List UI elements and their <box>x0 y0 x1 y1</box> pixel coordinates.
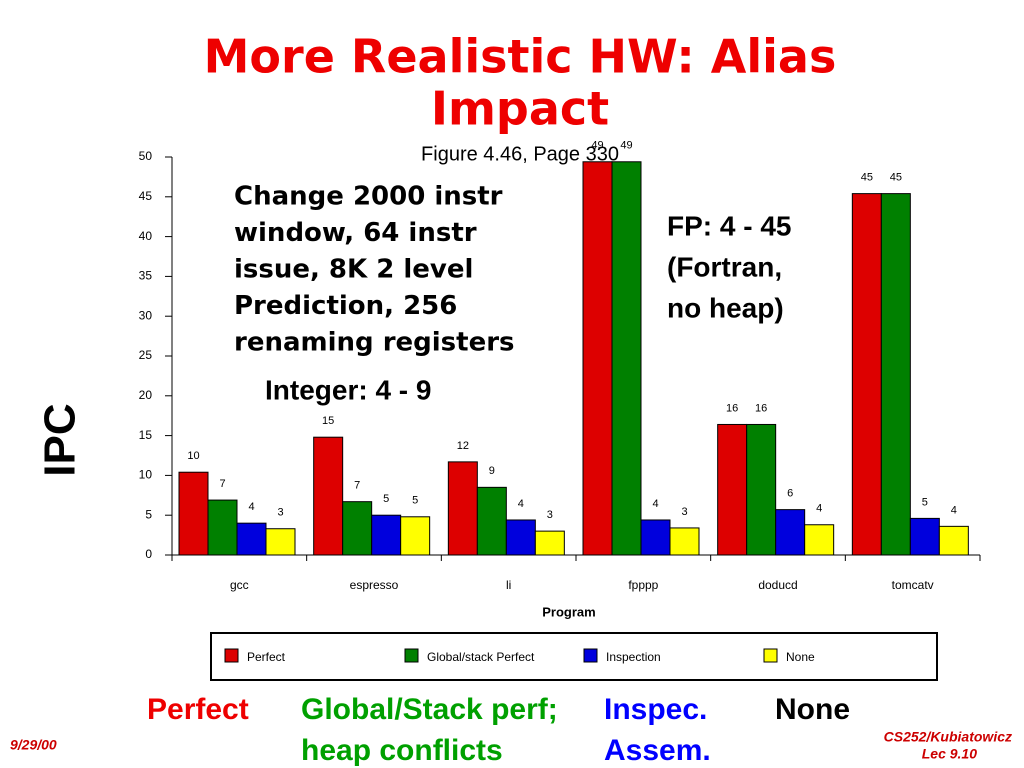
value-label: 3 <box>277 507 283 519</box>
legend-swatch <box>763 648 778 663</box>
setup-note: issue, 8K 2 level <box>234 255 473 285</box>
x-tick-label: li <box>506 578 511 592</box>
y-tick-label: 40 <box>139 229 153 243</box>
y-tick-label: 25 <box>139 348 153 362</box>
value-label: 16 <box>755 402 767 414</box>
value-label: 6 <box>787 488 793 500</box>
x-tick-label: fpppp <box>628 578 658 592</box>
value-label: 16 <box>726 402 738 414</box>
y-tick-label: 15 <box>139 428 153 442</box>
value-label: 49 <box>620 140 632 152</box>
x-axis-label: Program <box>542 604 595 619</box>
bar <box>717 423 748 556</box>
bar <box>611 161 642 556</box>
x-tick-label: tomcatv <box>892 578 934 592</box>
chart-subtitle: Figure 4.46, Page 330 <box>421 143 619 165</box>
bar <box>746 423 777 556</box>
y-tick-label: 5 <box>145 507 152 521</box>
legend-label: Inspection <box>606 650 661 664</box>
bar <box>207 499 238 556</box>
legend-label: Perfect <box>247 650 286 664</box>
bar <box>476 486 507 556</box>
fp-note: no heap) <box>667 292 784 323</box>
bar <box>371 514 402 556</box>
y-tick-label: 50 <box>139 149 153 163</box>
legend-label: Global/stack Perfect <box>427 650 535 664</box>
bottom-label: Perfect <box>147 693 249 726</box>
fp-note: (Fortran, <box>667 251 782 282</box>
date: 9/29/00 <box>10 737 57 753</box>
legend-swatch <box>404 648 419 663</box>
bottom-label: Inspec. <box>604 693 707 726</box>
value-label: 5 <box>412 495 418 507</box>
value-label: 4 <box>248 501 254 513</box>
bar <box>265 528 296 556</box>
value-label: 49 <box>591 140 603 152</box>
legend-swatch <box>583 648 598 663</box>
bar <box>851 193 882 556</box>
legend-swatch <box>224 648 239 663</box>
y-tick-label: 30 <box>139 308 153 322</box>
value-label: 45 <box>861 172 873 184</box>
value-label: 12 <box>457 440 469 452</box>
legend-box <box>210 632 938 681</box>
bar <box>534 530 565 556</box>
bar <box>640 519 671 556</box>
bar <box>313 436 344 556</box>
value-label: 7 <box>354 480 360 492</box>
value-label: 3 <box>681 506 687 518</box>
bottom-label: Assem. <box>604 734 711 767</box>
x-tick-label: doducd <box>758 578 797 592</box>
bar <box>236 522 267 556</box>
bar <box>447 461 478 556</box>
setup-note: Change 2000 instr <box>234 182 503 212</box>
bar <box>669 527 700 556</box>
bottom-label: Global/Stack perf; <box>301 693 558 726</box>
setup-note: window, 64 instr <box>234 218 477 248</box>
bottom-label: None <box>775 693 850 726</box>
bottom-label: heap conflicts <box>301 734 503 767</box>
y-tick-label: 35 <box>139 269 153 283</box>
x-tick-label: gcc <box>230 578 249 592</box>
y-tick-label: 0 <box>145 547 152 561</box>
value-label: 5 <box>922 496 928 508</box>
bar <box>804 524 835 556</box>
value-label: 10 <box>187 450 199 462</box>
bar <box>909 517 940 556</box>
value-label: 9 <box>489 465 495 477</box>
value-label: 45 <box>890 172 902 184</box>
value-label: 4 <box>652 498 658 510</box>
bar <box>342 501 373 556</box>
bar <box>505 519 536 556</box>
setup-note: Prediction, 256 <box>234 291 457 321</box>
bar <box>582 161 613 556</box>
value-label: 4 <box>816 503 822 515</box>
x-tick-label: espresso <box>350 578 399 592</box>
bar <box>880 193 911 556</box>
setup-note: renaming registers <box>234 328 515 358</box>
bar <box>400 516 431 556</box>
value-label: 4 <box>951 504 957 516</box>
value-label: 5 <box>383 493 389 505</box>
value-label: 4 <box>518 498 524 510</box>
value-label: 7 <box>219 478 225 490</box>
y-tick-label: 45 <box>139 189 153 203</box>
fp-note: FP: 4 - 45 <box>667 210 791 241</box>
slide-title: More Realistic HW: Alias <box>204 30 837 84</box>
slide-title: Impact <box>431 82 609 136</box>
y-axis-label: IPC <box>36 403 85 476</box>
integer-note: Integer: 4 - 9 <box>265 374 431 405</box>
y-tick-label: 20 <box>139 388 153 402</box>
y-tick-label: 10 <box>139 468 153 482</box>
bar <box>938 525 969 556</box>
footer: CS252/Kubiatowicz <box>884 729 1012 745</box>
bar <box>178 471 209 556</box>
footer: Lec 9.10 <box>922 746 977 762</box>
value-label: 3 <box>547 509 553 521</box>
bar <box>775 509 806 556</box>
legend-label: None <box>786 650 815 664</box>
value-label: 15 <box>322 415 334 427</box>
